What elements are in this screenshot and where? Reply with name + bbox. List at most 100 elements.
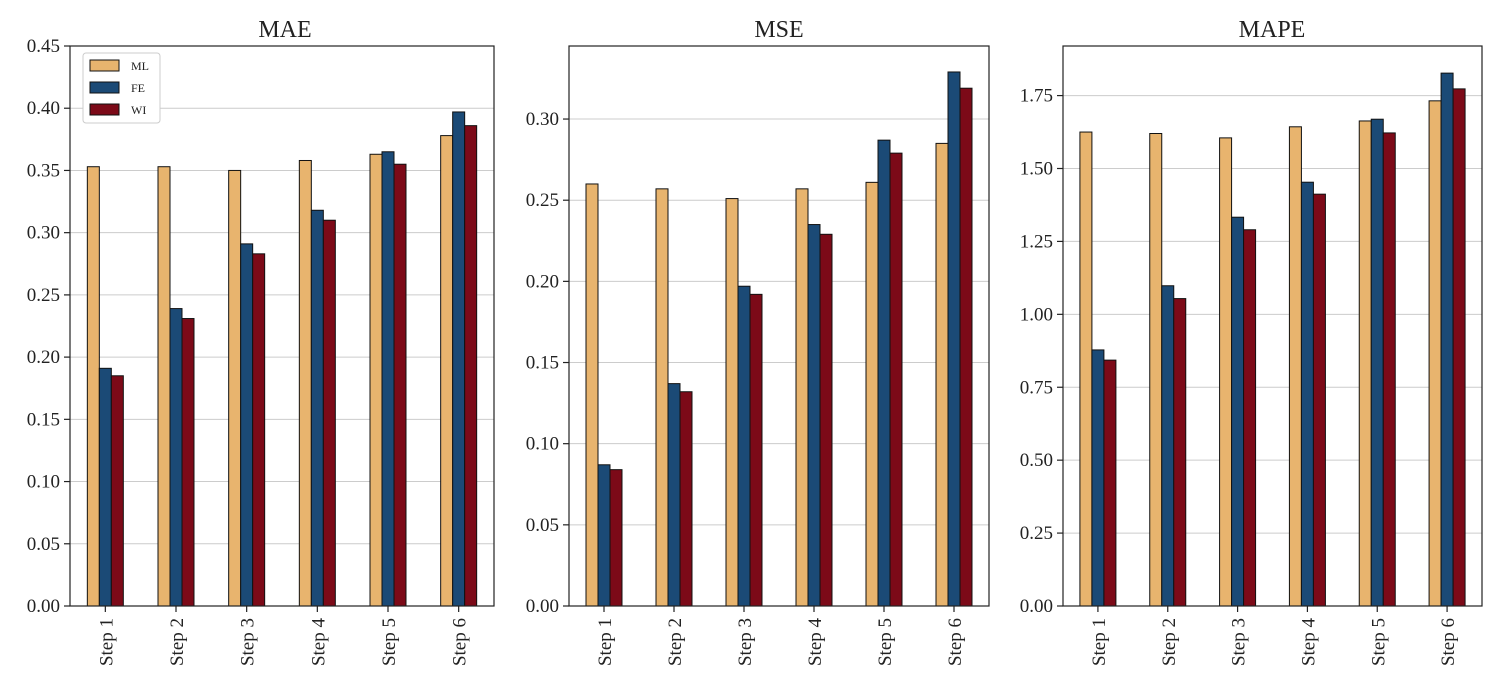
mape-bar-fe-step-3: [1231, 216, 1245, 607]
mse-ytick-label: 0.00: [526, 596, 559, 617]
mae-bar-wi-step-6: [464, 125, 478, 607]
mape-bar-wi-step-1: [1103, 359, 1117, 607]
mape-ytick-label: 0.00: [1020, 596, 1053, 617]
mse-xtick-label: Step 2: [665, 618, 686, 666]
mape-ytick-label: 0.25: [1020, 523, 1053, 544]
mape-title: MAPE: [1239, 17, 1306, 43]
mape-bar-fe-step-1: [1091, 349, 1105, 607]
mae-bar-ml-step-1: [86, 166, 100, 607]
mape-ytick-label: 1.25: [1020, 231, 1053, 252]
mape-bar-fe-step-5: [1370, 118, 1384, 607]
mae-bar-ml-step-2: [157, 166, 171, 607]
mae-bar-wi-step-2: [181, 318, 195, 607]
legend-swatch-ml: [89, 59, 120, 72]
mape-axes-frame: [1062, 45, 1483, 607]
mape-bar-ml-step-2: [1149, 133, 1163, 607]
mae-title: MAE: [258, 17, 311, 43]
mse-bar-fe-step-1: [597, 464, 611, 607]
mae-axes-frame: [69, 45, 495, 607]
mse-bar-fe-step-5: [877, 139, 891, 607]
mse-xtick-label: Step 5: [875, 618, 896, 666]
mse-bar-wi-step-3: [749, 293, 763, 607]
mae-bar-ml-step-6: [440, 135, 454, 607]
mape-bar-wi-step-2: [1173, 298, 1187, 607]
legend-swatch-wi: [89, 103, 120, 116]
mape-bar-ml-step-6: [1428, 100, 1442, 607]
mae-xtick-label: Step 4: [308, 618, 329, 667]
mae-bar-wi-step-3: [252, 253, 266, 607]
mse-ytick-label: 0.20: [526, 271, 559, 292]
mae-bar-fe-step-2: [169, 308, 183, 607]
mse-bar-wi-step-6: [959, 87, 973, 607]
mse-xtick-label: Step 4: [805, 618, 826, 667]
mse-xtick-label: Step 3: [735, 618, 756, 666]
mape-panel: MAPE 0.00 0.25 0.50 0.75 1.00 1.25 1.50 1.75 Ste…: [1020, 17, 1483, 666]
mse-axes-frame: [568, 45, 990, 607]
mae-bar-fe-step-3: [240, 243, 254, 607]
mse-panel: MSE 0.00 0.05 0.10 0.15 0.20 0.25 0.30 Step 1 St…: [526, 17, 990, 667]
mse-bar-ml-step-2: [655, 188, 669, 607]
mape-xtick-label: Step 3: [1229, 618, 1250, 666]
mse-bar-fe-step-2: [667, 383, 681, 607]
legend-label-ml: ML: [131, 59, 149, 73]
mae-xtick-label: Step 2: [167, 618, 188, 666]
mae-ytick-label: 0.40: [27, 98, 60, 119]
mape-xtick-label: Step 2: [1159, 618, 1180, 666]
mse-bar-ml-step-4: [795, 188, 809, 607]
legend-label-fe: FE: [131, 81, 145, 95]
mape-bar-ml-step-5: [1358, 120, 1372, 607]
mape-ytick-label: 0.75: [1020, 377, 1053, 398]
mae-bar-ml-step-3: [228, 169, 242, 607]
mae-ytick-label: 0.15: [27, 409, 60, 430]
mae-bar-fe-step-4: [310, 209, 324, 607]
mape-bar-wi-step-5: [1382, 132, 1396, 607]
mape-ytick-label: 0.50: [1020, 450, 1053, 471]
mse-bar-wi-step-1: [609, 469, 623, 607]
legend: ML FE WI: [82, 52, 161, 124]
mape-bar-ml-step-3: [1219, 137, 1233, 607]
mae-ytick-label: 0.45: [27, 36, 60, 57]
mae-panel: MAE 0.00 0.05 0.10 0.15 0.20 0.25 0.30 0.35 0.40…: [27, 17, 495, 667]
mae-xtick-label: Step 6: [450, 618, 471, 666]
mse-bar-ml-step-1: [585, 183, 599, 607]
mse-bar-fe-step-3: [737, 285, 751, 607]
mape-ytick-label: 1.75: [1020, 86, 1053, 107]
legend-label-wi: WI: [131, 103, 146, 117]
mse-bar-fe-step-6: [947, 71, 961, 607]
mse-ytick-label: 0.10: [526, 434, 559, 455]
mse-bar-ml-step-5: [865, 181, 879, 607]
mae-ytick-label: 0.00: [27, 596, 60, 617]
mape-ytick-label: 1.00: [1020, 304, 1053, 325]
mse-xtick-label: Step 1: [595, 618, 616, 666]
mape-bar-ml-step-1: [1079, 131, 1093, 607]
mape-xtick-label: Step 5: [1368, 618, 1389, 666]
mae-ytick-label: 0.05: [27, 534, 60, 555]
mse-bar-ml-step-3: [725, 198, 739, 607]
mape-xtick-label: Step 1: [1089, 618, 1110, 666]
mae-ytick-label: 0.25: [27, 285, 60, 306]
mae-bar-fe-step-6: [452, 111, 466, 607]
mse-title: MSE: [754, 17, 803, 43]
mae-bar-ml-step-5: [369, 153, 383, 607]
mape-bar-wi-step-6: [1452, 88, 1466, 607]
mae-bar-ml-step-4: [298, 159, 312, 607]
mse-ytick-label: 0.15: [526, 353, 559, 374]
legend-swatch-fe: [89, 81, 120, 94]
mae-ytick-label: 0.35: [27, 160, 60, 181]
mae-ytick-label: 0.30: [27, 223, 60, 244]
mape-bar-ml-step-4: [1288, 126, 1302, 607]
mape-ytick-label: 1.50: [1020, 159, 1053, 180]
mse-xtick-label: Step 6: [945, 618, 966, 666]
mse-ytick-label: 0.30: [526, 109, 559, 130]
mae-ytick-label: 0.20: [27, 347, 60, 368]
mape-xtick-label: Step 6: [1438, 618, 1459, 666]
mae-xtick-label: Step 1: [96, 618, 117, 666]
mape-bar-fe-step-4: [1300, 181, 1314, 607]
mae-ytick-label: 0.10: [27, 472, 60, 493]
mse-ytick-label: 0.25: [526, 190, 559, 211]
mape-bar-fe-step-6: [1440, 72, 1454, 607]
mse-bar-wi-step-2: [679, 391, 693, 607]
mae-bar-wi-step-4: [322, 219, 336, 607]
mae-xtick-label: Step 3: [238, 618, 259, 666]
mae-bar-wi-step-5: [393, 163, 407, 607]
